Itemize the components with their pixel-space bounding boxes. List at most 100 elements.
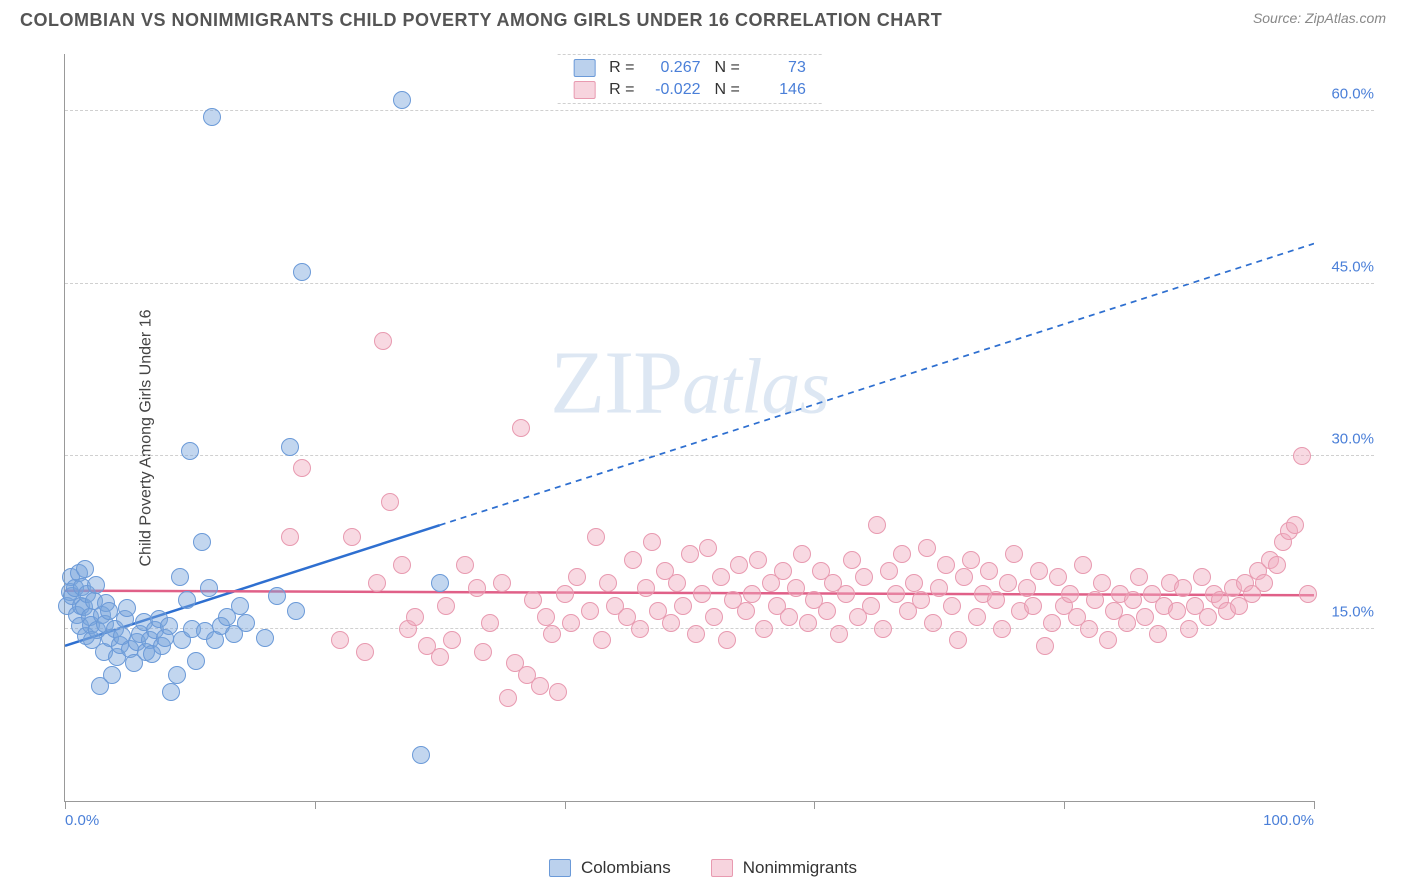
data-point [643,533,661,551]
data-point [943,597,961,615]
data-point [730,556,748,574]
data-point [1036,637,1054,655]
data-point [200,579,218,597]
data-point [168,666,186,684]
data-point [880,562,898,580]
data-point [593,631,611,649]
n-label: N = [715,81,740,99]
data-point [87,576,105,594]
data-point [662,614,680,632]
x-tick-label: 0.0% [65,812,99,829]
data-point [837,585,855,603]
data-point [481,614,499,632]
stats-legend: R = 0.267 N = 73 R = -0.022 N = 146 [557,54,822,104]
data-point [874,620,892,638]
data-point [1086,591,1104,609]
data-point [162,683,180,701]
data-point [868,516,886,534]
watermark-zip: ZIP [550,333,682,432]
source-label: Source: [1253,10,1305,26]
data-point [76,560,94,578]
data-point [493,574,511,592]
data-point [1268,556,1286,574]
data-point [987,591,1005,609]
data-point [1099,631,1117,649]
data-point [755,620,773,638]
x-tick [65,801,66,809]
data-point [843,551,861,569]
data-point [674,597,692,615]
data-point [237,614,255,632]
data-point [749,551,767,569]
data-point [356,643,374,661]
data-point [1180,620,1198,638]
data-point [512,419,530,437]
r-label: R = [609,59,634,77]
data-point [393,91,411,109]
data-point [793,545,811,563]
data-point [543,625,561,643]
data-point [1005,545,1023,563]
data-point [437,597,455,615]
data-point [1030,562,1048,580]
data-point [171,568,189,586]
data-point [993,620,1011,638]
data-point [431,574,449,592]
data-point [343,528,361,546]
x-tick [565,801,566,809]
data-point [556,585,574,603]
watermark: ZIPatlas [550,331,829,434]
data-point [930,579,948,597]
swatch-nonimmigrants [573,81,595,99]
data-point [499,689,517,707]
data-point [1299,585,1317,603]
data-point [999,574,1017,592]
data-point [231,597,249,615]
data-point [393,556,411,574]
data-point [1136,608,1154,626]
data-point [668,574,686,592]
watermark-atlas: atlas [682,342,829,429]
data-point [862,597,880,615]
data-point [624,551,642,569]
data-point [774,562,792,580]
data-point [1049,568,1067,586]
y-tick-label: 30.0% [1331,431,1374,448]
stats-row-colombians: R = 0.267 N = 73 [557,57,822,79]
data-point [524,591,542,609]
data-point [431,648,449,666]
data-point [599,574,617,592]
chart-area: Child Poverty Among Girls Under 16 ZIPat… [24,44,1386,832]
r-value-colombians: 0.267 [649,59,701,77]
source-attribution: Source: ZipAtlas.com [1253,10,1386,26]
data-point [830,625,848,643]
data-point [1293,447,1311,465]
data-point [1024,597,1042,615]
data-point [1043,614,1061,632]
swatch-colombians [549,859,571,877]
data-point [406,608,424,626]
data-point [581,602,599,620]
data-point [456,556,474,574]
data-point [368,574,386,592]
data-point [1124,591,1142,609]
x-tick [1064,801,1065,809]
data-point [637,579,655,597]
data-point [537,608,555,626]
data-point [818,602,836,620]
legend-label-nonimmigrants: Nonimmigrants [743,858,857,878]
data-point [256,629,274,647]
data-point [587,528,605,546]
data-point [1286,516,1304,534]
data-point [955,568,973,586]
stats-row-nonimmigrants: R = -0.022 N = 146 [557,79,822,101]
data-point [203,108,221,126]
data-point [780,608,798,626]
data-point [1199,608,1217,626]
data-point [374,332,392,350]
r-value-nonimmigrants: -0.022 [649,81,701,99]
n-label: N = [715,59,740,77]
data-point [799,614,817,632]
data-point [949,631,967,649]
data-point [737,602,755,620]
